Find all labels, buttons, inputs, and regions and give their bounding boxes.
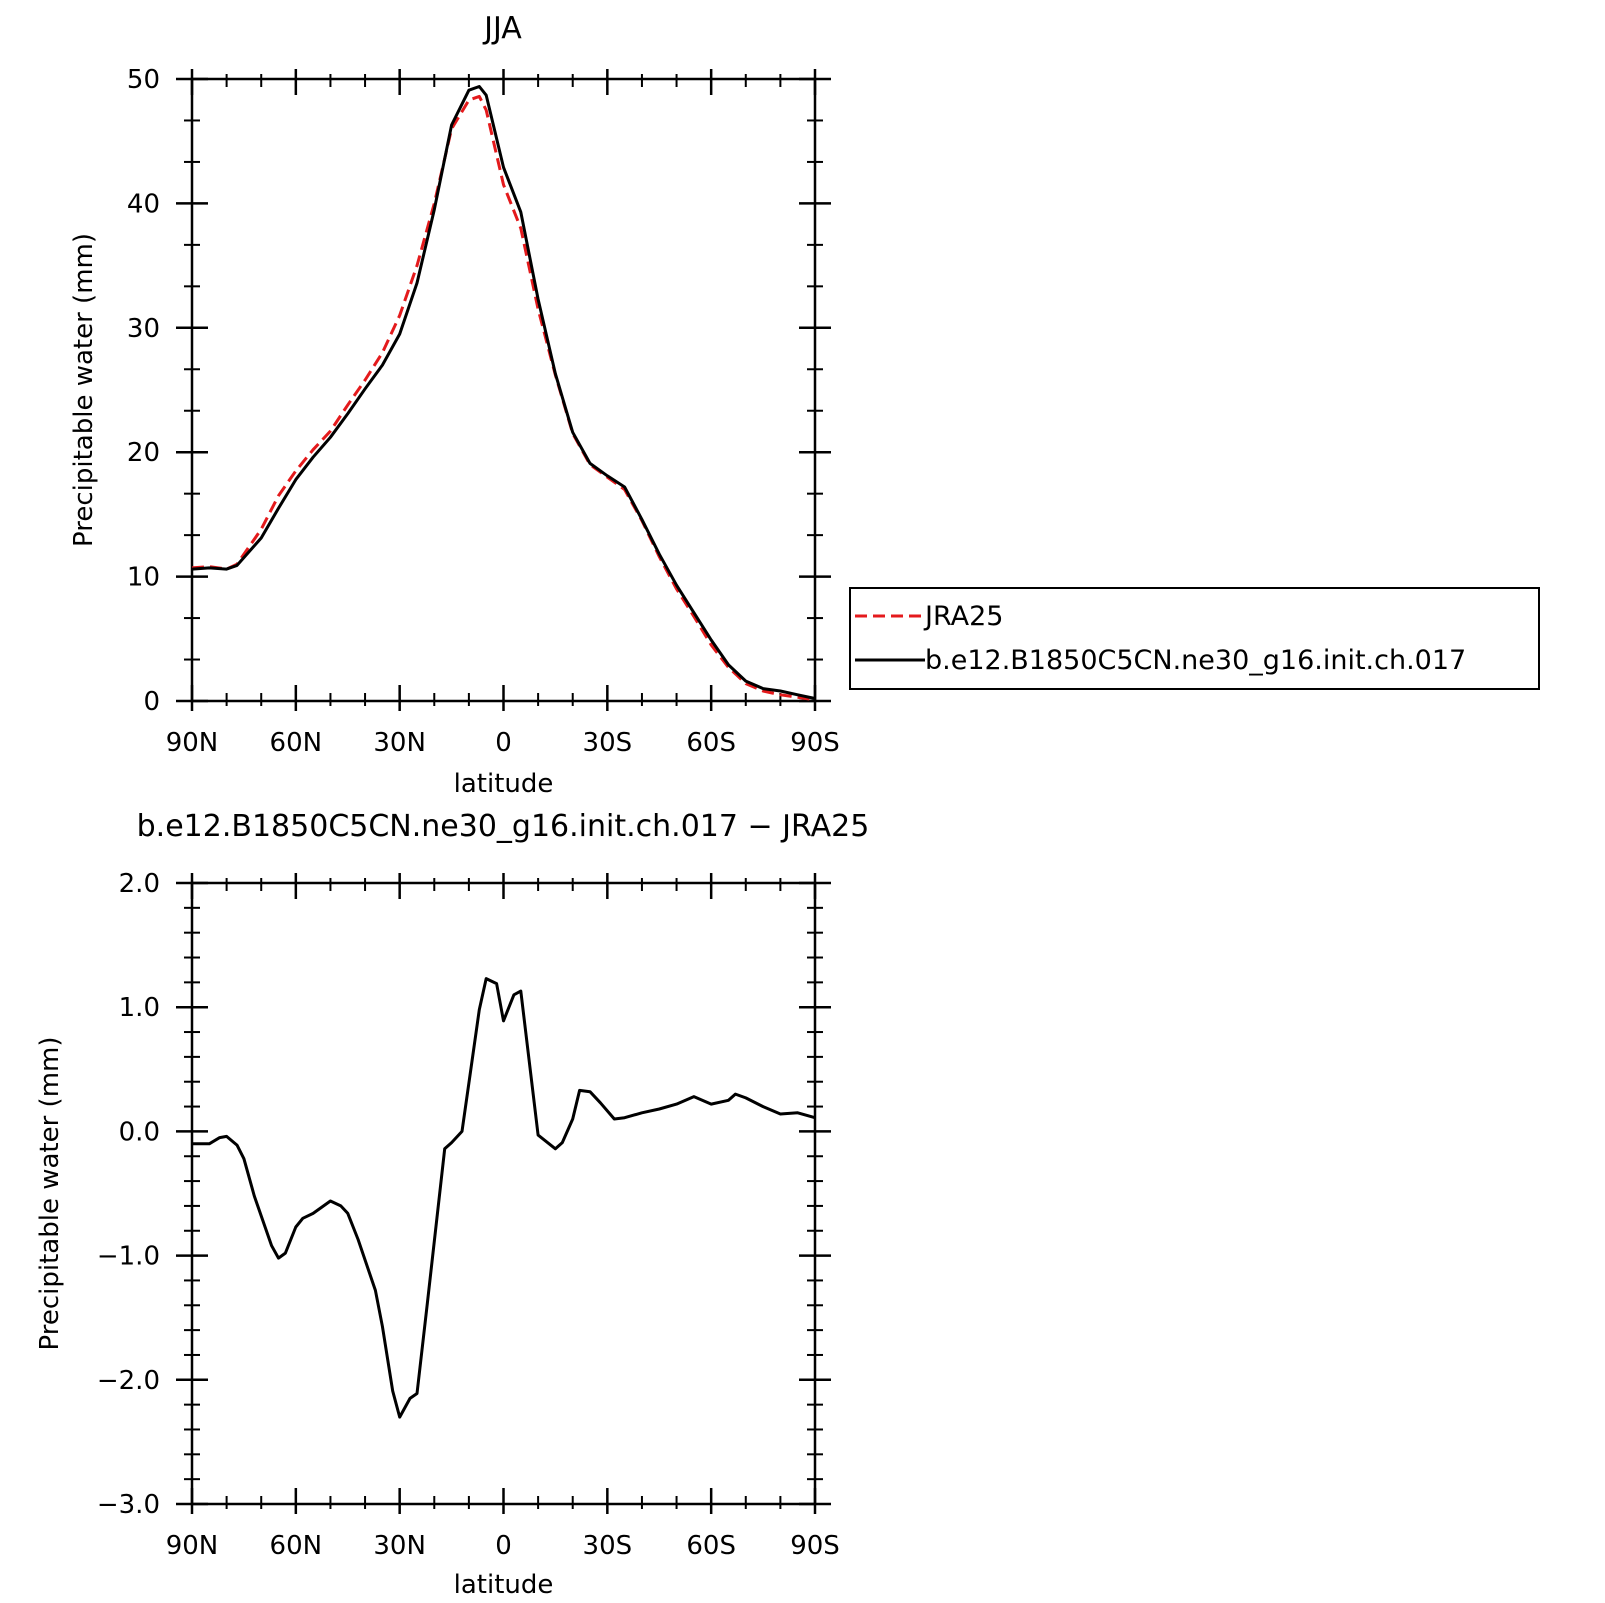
legend-label-model: b.e12.B1850C5CN.ne30_g16.init.ch.017 (925, 645, 1466, 676)
y-tick-label: 0 (143, 687, 160, 717)
legend-box (849, 587, 1540, 690)
y-tick-label: −1.0 (97, 1242, 160, 1272)
y-tick-label: 10 (127, 563, 160, 593)
series-lines (191, 85, 816, 702)
x-tick-label: 60N (270, 728, 323, 758)
x-tick-label: 90S (790, 728, 840, 758)
x-tick-label: 90N (166, 1531, 219, 1561)
y-tick-labels: −3.0 −2.0 −1.0 0.0 1.0 2.0 (97, 869, 160, 1520)
x-tick-label: 90N (166, 728, 219, 758)
top-chart-panel: JJA 90N 60N 30N 0 30S 60S 90S 0 10 20 30 40 50 lati… (69, 11, 840, 799)
plot-frame (190, 77, 817, 703)
x-tick-label: 0 (495, 1531, 512, 1561)
series-line-jra25 (191, 94, 816, 702)
x-tick-label: 90S (790, 1531, 840, 1561)
x-tick-label: 30S (583, 728, 633, 758)
x-tick-label: 60S (686, 728, 736, 758)
y-axis-title: Precipitable water (mm) (35, 1037, 65, 1351)
y-tick-label: −3.0 (97, 1490, 160, 1520)
bottom-chart-panel: b.e12.B1850C5CN.ne30_g16.init.ch.017 − J… (35, 809, 869, 1600)
y-tick-label: −2.0 (97, 1366, 160, 1396)
x-axis-title: latitude (454, 1570, 554, 1600)
legend: JRA25 b.e12.B1850C5CN.ne30_g16.init.ch.0… (849, 587, 1540, 690)
x-tick-label: 60N (270, 1531, 323, 1561)
y-tick-label: 30 (127, 314, 160, 344)
y-tick-label: 20 (127, 438, 160, 468)
x-tick-labels: 90N 60N 30N 0 30S 60S 90S (166, 728, 840, 758)
y-tick-label: 1.0 (119, 993, 160, 1023)
chart-title: b.e12.B1850C5CN.ne30_g16.init.ch.017 − J… (137, 809, 870, 844)
x-tick-label: 60S (686, 1531, 736, 1561)
y-tick-label: 2.0 (119, 869, 160, 899)
x-tick-labels: 90N 60N 30N 0 30S 60S 90S (166, 1531, 840, 1561)
series-line-b-e12-b1850c5cn-ne30-g16-init-ch-017 (191, 85, 816, 700)
x-tick-label: 0 (495, 728, 512, 758)
x-tick-label: 30N (373, 1531, 426, 1561)
x-axis-title: latitude (454, 769, 554, 799)
x-tick-label: 30N (373, 728, 426, 758)
y-tick-label: 0.0 (119, 1117, 160, 1147)
series-lines (192, 977, 816, 1419)
y-tick-label: 40 (127, 189, 160, 219)
plot-frame (190, 881, 817, 1506)
x-tick-label: 30S (583, 1531, 633, 1561)
series-line-difference (192, 977, 816, 1419)
legend-label-jra25: JRA25 (923, 601, 1003, 632)
y-tick-label: 50 (127, 65, 160, 95)
y-tick-labels: 0 10 20 30 40 50 (127, 65, 160, 717)
axis-ticks (176, 873, 831, 1514)
chart-title: JJA (482, 11, 522, 46)
y-axis-title: Precipitable water (mm) (69, 233, 99, 547)
